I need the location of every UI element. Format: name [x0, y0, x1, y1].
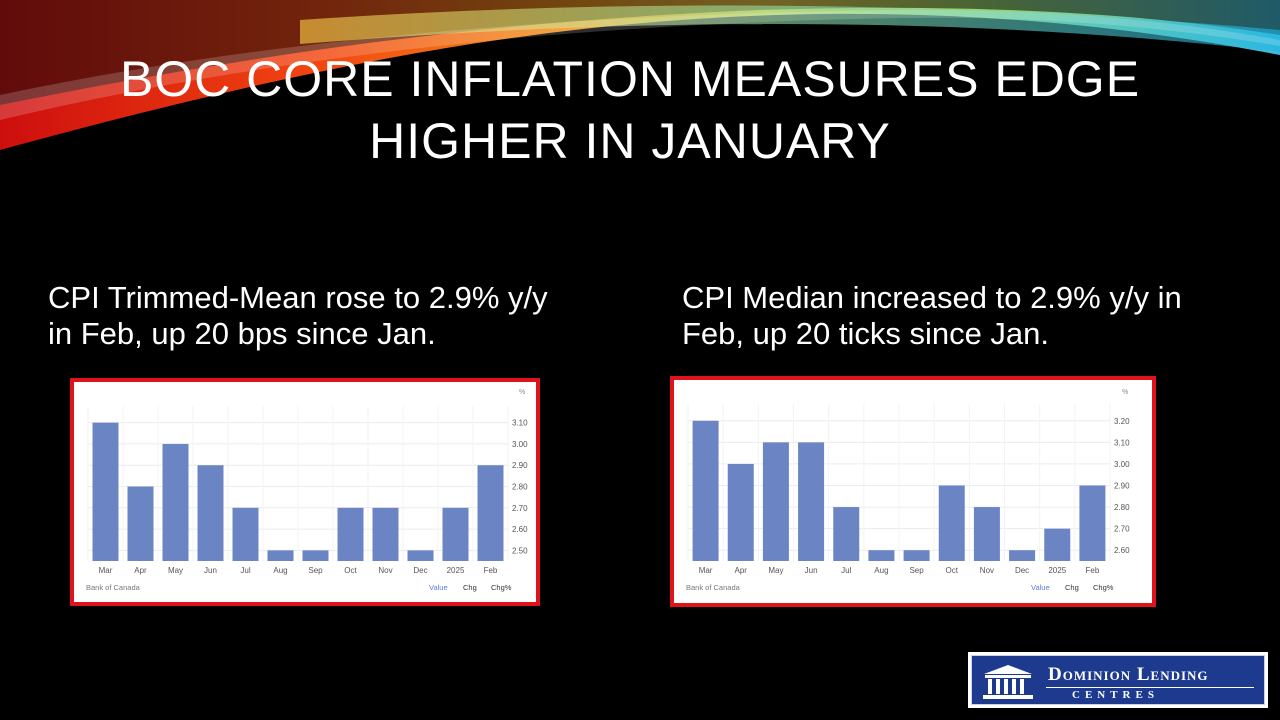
y-tick-label: 2.90 [1114, 482, 1130, 491]
y-tick-label: 2.90 [512, 461, 528, 470]
logo-line2: CENTRES [1072, 689, 1159, 701]
x-tick-label: Mar [99, 566, 113, 575]
tab-chg[interactable]: Chg [1065, 583, 1079, 592]
x-tick-label: Dec [1015, 566, 1029, 575]
bar [127, 486, 154, 561]
trimmed-mean-chart: 3.10 3.00 2.90 2.80 2.70 2.60 2.50% Mar Apr May Ju… [86, 389, 528, 592]
x-tick-label: Nov [378, 566, 392, 575]
x-tick-label: Dec [413, 566, 427, 575]
bar [868, 550, 895, 561]
y-tick-label: 2.70 [1114, 525, 1130, 534]
y-tick-label: 2.80 [1114, 503, 1130, 512]
median-chart-panel: 3.20 3.10 3.00 2.90 2.80 2.70 2.60% Mar Apr May Ju… [670, 376, 1156, 607]
logo-line1: Dominion Lending [1048, 664, 1209, 685]
unit-label: % [1122, 389, 1128, 396]
source-label: Bank of Canada [686, 583, 741, 592]
slide-title: BOC CORE INFLATION MEASURES EDGE HIGHER … [119, 51, 1141, 169]
x-tick-label: Feb [1086, 566, 1100, 575]
x-tick-label: Nov [980, 566, 994, 575]
x-tick-label: Sep [909, 566, 924, 575]
bar [1044, 528, 1071, 561]
x-tick-label: Apr [134, 566, 147, 575]
bar [762, 442, 789, 561]
tab-chg-pct[interactable]: Chg% [491, 583, 512, 592]
bar [798, 442, 825, 561]
x-tick-label: Jul [240, 566, 250, 575]
bar [372, 507, 399, 561]
bar [197, 465, 224, 561]
y-tick-label: 2.50 [512, 546, 528, 555]
x-tick-label: Oct [344, 566, 357, 575]
bar [727, 463, 754, 561]
tab-chg[interactable]: Chg [463, 583, 477, 592]
decorative-swoosh [0, 0, 1280, 150]
bar [833, 507, 860, 561]
bar [442, 507, 469, 561]
x-tick-label: May [768, 566, 783, 575]
tab-value[interactable]: Value [1031, 583, 1050, 592]
y-tick-label: 2.60 [1114, 546, 1130, 555]
unit-label: % [519, 389, 525, 396]
dominion-lending-logo: Dominion Lending CENTRES [968, 652, 1268, 708]
trimmed-mean-chart-panel: 3.10 3.00 2.90 2.80 2.70 2.60 2.50% Mar Apr May Ju… [70, 378, 540, 606]
tab-value[interactable]: Value [429, 583, 448, 592]
x-tick-label: 2025 [447, 566, 465, 575]
x-tick-label: 2025 [1048, 566, 1066, 575]
x-tick-label: May [168, 566, 183, 575]
tab-chg-pct[interactable]: Chg% [1093, 583, 1114, 592]
y-tick-label: 3.10 [1114, 438, 1130, 447]
bar [692, 420, 719, 561]
bar [903, 550, 930, 561]
x-tick-label: Jul [841, 566, 851, 575]
bar [973, 507, 1000, 561]
bar [92, 422, 119, 561]
y-tick-label: 3.00 [512, 440, 528, 449]
bar [477, 465, 504, 561]
bar [162, 443, 189, 561]
source-label: Bank of Canada [86, 583, 141, 592]
x-tick-label: Aug [273, 566, 287, 575]
y-tick-label: 3.00 [1114, 460, 1130, 469]
x-tick-label: Apr [735, 566, 748, 575]
x-tick-label: Feb [484, 566, 498, 575]
bar [232, 507, 259, 561]
median-chart: 3.20 3.10 3.00 2.90 2.80 2.70 2.60% Mar Apr May Ju… [686, 389, 1130, 592]
y-tick-label: 3.10 [512, 419, 528, 428]
logo-divider [1046, 687, 1254, 688]
x-tick-label: Jun [204, 566, 217, 575]
bar [407, 550, 434, 561]
right-caption: CPI Median increased to 2.9% y/y in Feb,… [682, 280, 1182, 351]
y-tick-label: 3.20 [1114, 417, 1130, 426]
bar [1079, 485, 1106, 561]
bar [337, 507, 364, 561]
x-tick-label: Sep [308, 566, 323, 575]
bar [302, 550, 329, 561]
bar [267, 550, 294, 561]
y-tick-label: 2.80 [512, 483, 528, 492]
left-caption: CPI Trimmed-Mean rose to 2.9% y/y in Feb… [48, 280, 548, 351]
x-tick-label: Jun [805, 566, 818, 575]
y-tick-label: 2.60 [512, 525, 528, 534]
y-tick-label: 2.70 [512, 504, 528, 513]
bar [1009, 550, 1036, 561]
x-tick-label: Mar [699, 566, 713, 575]
x-tick-label: Oct [946, 566, 959, 575]
building-columns-icon [983, 665, 1033, 699]
bar [938, 485, 965, 561]
x-tick-label: Aug [874, 566, 888, 575]
